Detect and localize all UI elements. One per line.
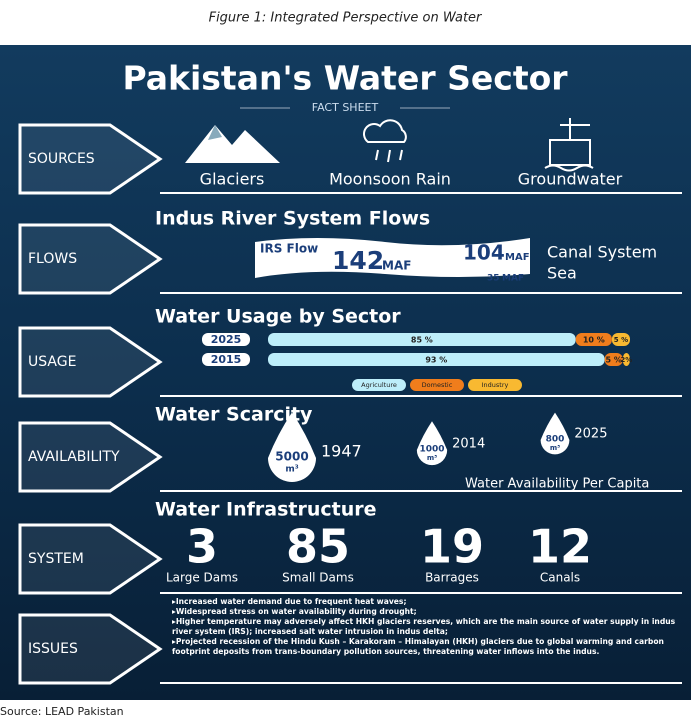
- sea-unit: MAF: [502, 274, 524, 284]
- usage-value-label: 5 %: [614, 336, 628, 344]
- usage-bar: [622, 353, 630, 366]
- row-chevron: [18, 123, 163, 195]
- groundwater-icon: [544, 118, 594, 172]
- drop-unit: m³: [285, 465, 298, 475]
- irs-label: IRS Flow: [260, 242, 318, 256]
- issues-list: Increased water demand due to frequent h…: [172, 597, 677, 657]
- irs-unit: MAF: [382, 259, 411, 273]
- usage-value-label: 85 %: [411, 336, 433, 345]
- legend-label: Industry: [482, 381, 509, 389]
- row-chevron: [18, 523, 163, 595]
- issue: Widespread stress on water availability …: [172, 607, 677, 617]
- canal-unit: MAF: [505, 252, 530, 263]
- infra-value: 85: [286, 520, 350, 574]
- scarcity-note: Water Availability Per Capita: [465, 477, 649, 492]
- year-pill: [202, 333, 250, 346]
- water-drop: [268, 412, 316, 482]
- title: Pakistan's Water Sector: [122, 59, 568, 98]
- usage-bar: [611, 333, 630, 346]
- infra-label: Barrages: [425, 571, 479, 585]
- issue: Higher temperature may adversely affect …: [172, 617, 677, 637]
- section-title: Water Infrastructure: [155, 499, 377, 521]
- legend-label: Agriculture: [361, 381, 397, 389]
- row-chevron: [18, 326, 163, 398]
- sea-label: Sea: [547, 264, 577, 283]
- usage-value-label: 93 %: [425, 356, 447, 365]
- drop-value: 800: [546, 435, 565, 445]
- infra-value: 12: [528, 520, 592, 574]
- year-label: 2015: [211, 353, 242, 366]
- issue: Projected recession of the Hindu Kush – …: [172, 637, 677, 657]
- legend-swatch: [410, 379, 464, 391]
- drop-unit: m³: [427, 454, 437, 462]
- row-chevron: [18, 613, 163, 685]
- source-label: Glaciers: [200, 170, 265, 189]
- usage-value-label: 5 %: [606, 356, 622, 365]
- row-label: AVAILABILITY: [28, 449, 120, 465]
- drop-year: 1947: [321, 442, 362, 461]
- infra-label: Small Dams: [282, 571, 354, 585]
- caption: Figure 1: Integrated Perspective on Wate…: [209, 11, 483, 26]
- irs-value: 142: [332, 246, 384, 275]
- water-drop: [416, 421, 448, 466]
- section-title: Water Scarcity: [155, 404, 313, 426]
- drop-value: 1000: [419, 445, 444, 455]
- section-title: Indus River System Flows: [155, 208, 430, 230]
- water-drop: [540, 412, 570, 455]
- rain-icon: [363, 119, 407, 163]
- subtitle: FACT SHEET: [312, 101, 379, 114]
- year-pill: [202, 353, 250, 366]
- legend-swatch: [352, 379, 406, 391]
- row-chevron: [18, 421, 163, 493]
- sea-value: 35: [487, 274, 500, 284]
- canal-label: Canal System: [547, 243, 657, 262]
- usage-bar: [604, 353, 623, 366]
- drop-value: 5000: [275, 450, 308, 464]
- usage-value-label: 10 %: [583, 336, 605, 345]
- source: Source: LEAD Pakistan: [0, 705, 124, 718]
- drop-unit: m³: [550, 444, 560, 452]
- drop-year: 2025: [574, 427, 607, 442]
- row-label: SYSTEM: [28, 551, 84, 567]
- issue: Increased water demand due to frequent h…: [172, 597, 677, 607]
- infra-value: 19: [420, 520, 484, 574]
- usage-bar: [575, 333, 612, 346]
- row-label: ISSUES: [28, 641, 78, 657]
- row-label: FLOWS: [28, 251, 77, 267]
- section-title: Water Usage by Sector: [155, 306, 401, 328]
- legend-swatch: [468, 379, 522, 391]
- drop-year: 2014: [452, 437, 485, 452]
- source-label: Groundwater: [518, 170, 623, 189]
- usage-value-label: 2%: [620, 356, 632, 364]
- source-label: Moonsoon Rain: [329, 170, 451, 189]
- row-label: USAGE: [28, 354, 76, 370]
- infra-label: Large Dams: [166, 571, 238, 585]
- row-chevron: [18, 223, 163, 295]
- infra-value: 3: [186, 520, 218, 574]
- usage-bar: [268, 333, 576, 346]
- glacier-icon: [185, 125, 280, 163]
- flow-banner: [255, 238, 530, 278]
- legend-label: Domestic: [422, 381, 453, 389]
- infra-label: Canals: [540, 571, 580, 585]
- usage-bar: [268, 353, 605, 366]
- canal-value: 104: [463, 241, 505, 265]
- year-label: 2025: [211, 333, 242, 346]
- row-label: SOURCES: [28, 151, 95, 167]
